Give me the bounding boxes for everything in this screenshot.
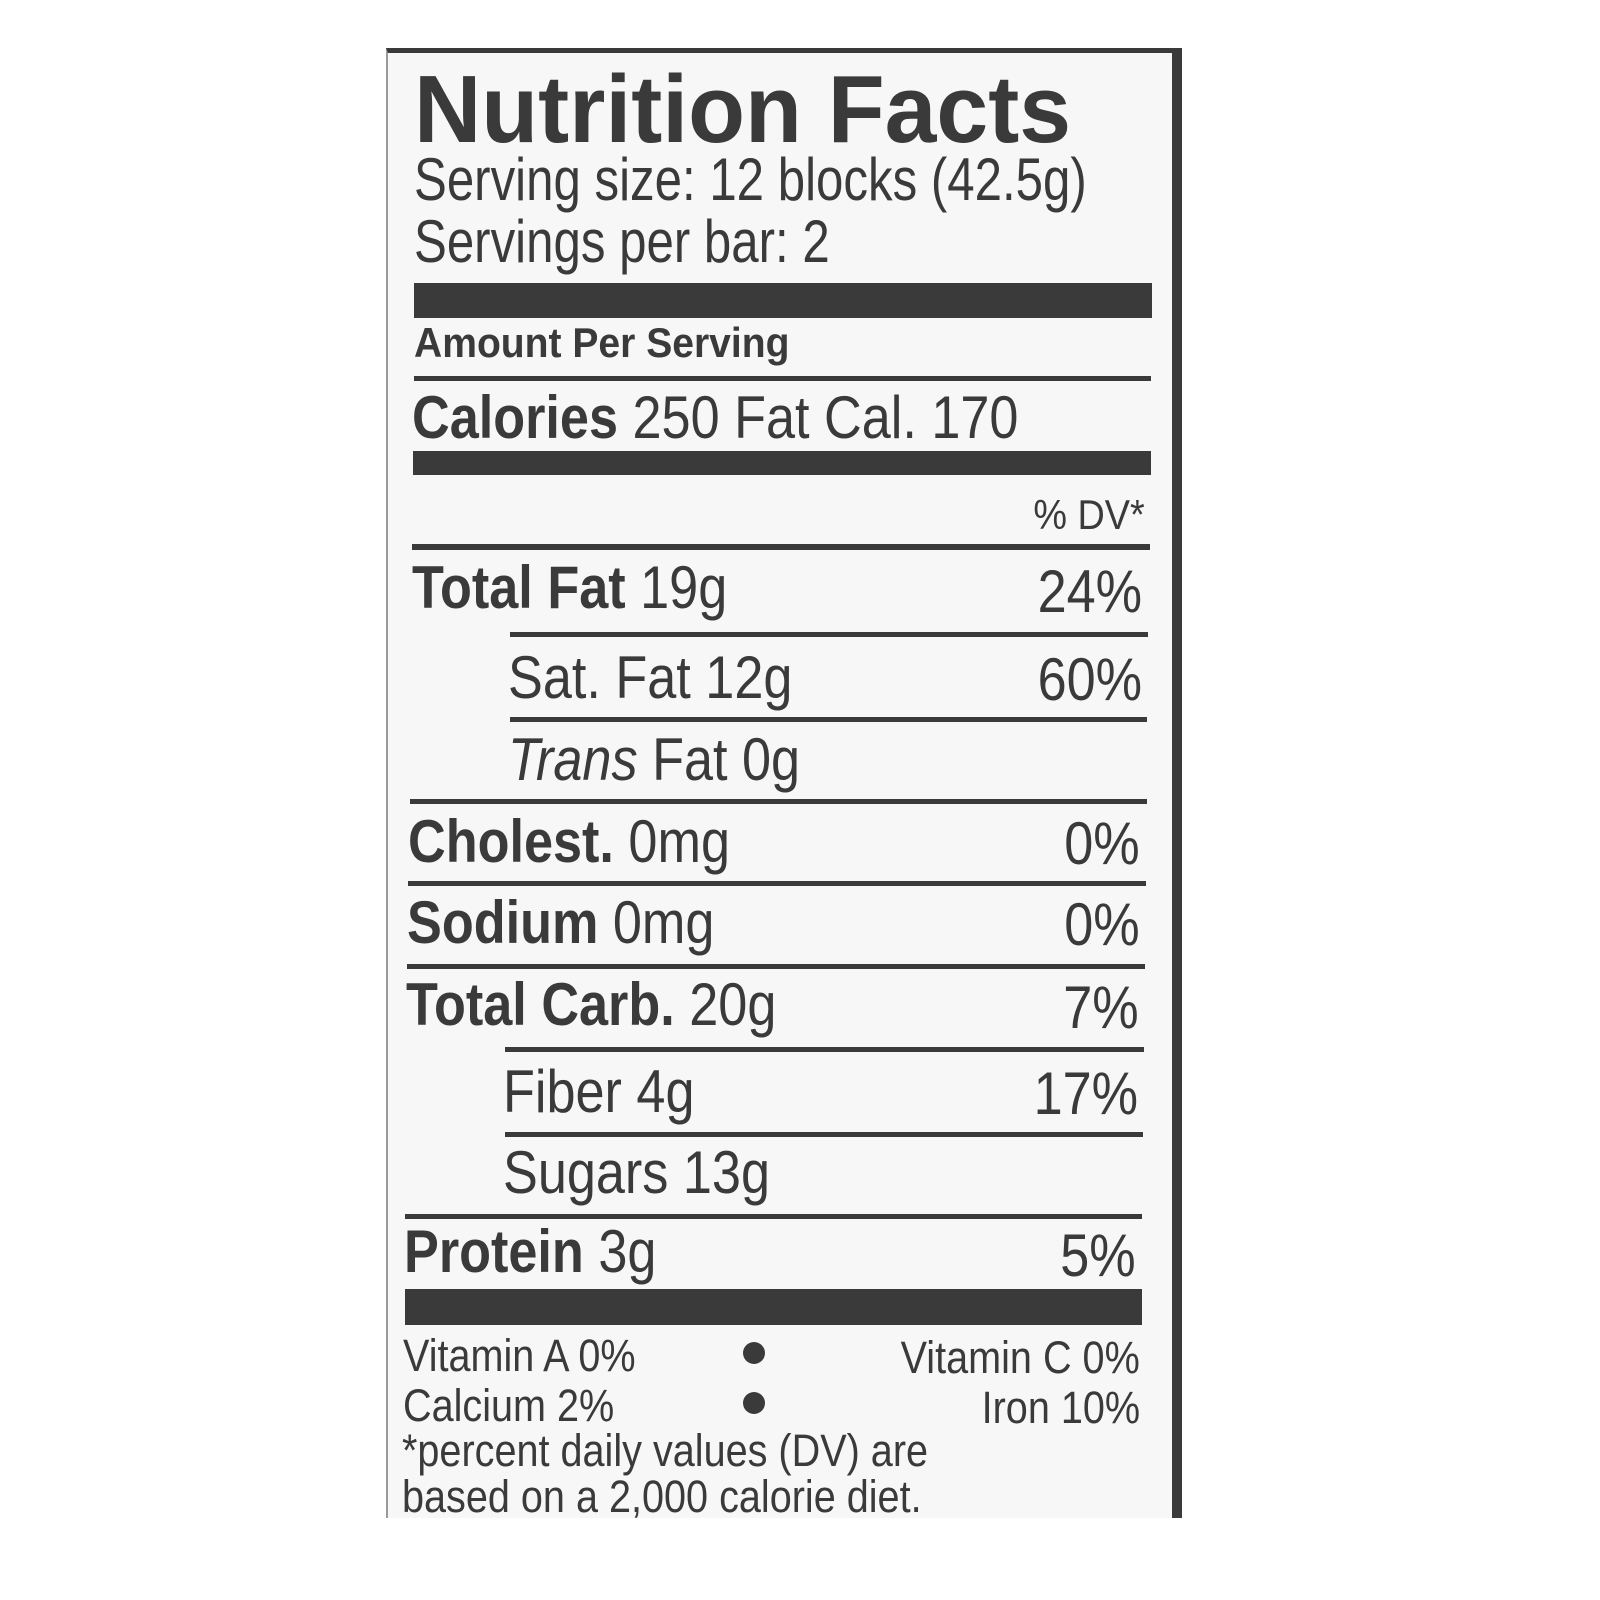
calories-label: Calories xyxy=(412,384,618,451)
divider xyxy=(510,632,1148,637)
nutrient-label: Fiber xyxy=(503,1058,622,1125)
nutrient-label: Sugars xyxy=(503,1139,669,1206)
divider xyxy=(410,799,1147,804)
nutrient-amount: 20g xyxy=(689,971,777,1038)
nutrient-row-total-carb: Total Carb. 20g xyxy=(406,975,776,1035)
nutrient-row-protein: Protein 3g xyxy=(404,1222,656,1282)
nutrient-row-sodium: Sodium 0mg xyxy=(407,893,714,953)
nutrient-dv: 0% xyxy=(1064,810,1140,877)
fat-calories-value: 170 xyxy=(931,384,1019,451)
nutrient-row-trans-fat: Trans Fat 0g xyxy=(508,730,800,790)
footnote-line-2: based on a 2,000 calorie diet. xyxy=(402,1471,922,1522)
calories-value: 250 xyxy=(632,384,720,451)
nutrient-amount: 0mg xyxy=(612,889,715,956)
nutrient-amount: 3g xyxy=(598,1218,657,1285)
divider xyxy=(510,717,1147,722)
nutrient-amount: 13g xyxy=(682,1139,770,1206)
nutrient-label: Cholest. xyxy=(408,808,614,875)
calcium: Calcium 2% xyxy=(403,1380,615,1431)
servings-per-bar: Servings per bar: 2 xyxy=(414,208,830,275)
nutrient-dv: 60% xyxy=(1037,646,1142,713)
iron: Iron 10% xyxy=(981,1382,1140,1433)
dv-header: % DV* xyxy=(1033,491,1145,538)
thick-divider xyxy=(414,283,1152,318)
nutrient-amount: 19g xyxy=(640,554,728,621)
amount-per-serving: Amount Per Serving xyxy=(414,319,790,366)
nutrient-row-total-fat: Total Fat 19g xyxy=(412,558,727,618)
nutrient-label: Trans xyxy=(508,726,638,793)
nutrient-amount: 0mg xyxy=(628,808,730,875)
nutrient-label: Protein xyxy=(404,1218,584,1285)
divider xyxy=(407,964,1145,969)
nutrient-dv: 5% xyxy=(1060,1222,1136,1289)
medium-divider xyxy=(413,451,1151,475)
nutrient-label: Sat. Fat xyxy=(508,644,691,711)
nutrient-row-cholesterol: Cholest. 0mg xyxy=(408,812,730,872)
nutrient-label: Total Fat xyxy=(412,554,626,621)
divider xyxy=(505,1047,1144,1052)
nutrient-amount: Fat 0g xyxy=(652,726,801,793)
vitamin-a: Vitamin A 0% xyxy=(403,1330,636,1381)
nutrient-row-fiber: Fiber 4g xyxy=(503,1062,695,1122)
nutrient-dv: 17% xyxy=(1033,1060,1138,1127)
nutrient-label: Sodium xyxy=(407,889,599,956)
nutrient-row-sugars: Sugars 13g xyxy=(503,1143,770,1203)
nutrient-amount: 12g xyxy=(705,644,793,711)
calories-row: Calories 250 Fat Cal. 170 xyxy=(412,388,1018,448)
bullet-icon xyxy=(743,1342,765,1364)
divider xyxy=(408,881,1146,886)
divider xyxy=(412,544,1150,550)
fat-calories-label: Fat Cal. xyxy=(734,384,917,451)
nutrient-dv: 7% xyxy=(1063,974,1139,1041)
bullet-icon xyxy=(743,1392,765,1414)
vitamin-c: Vitamin C 0% xyxy=(900,1332,1140,1383)
divider xyxy=(405,1214,1142,1219)
title: Nutrition Facts xyxy=(414,56,1072,163)
footnote-line-1: *percent daily values (DV) are xyxy=(402,1425,929,1476)
nutrient-dv: 24% xyxy=(1037,558,1142,625)
nutrient-amount: 4g xyxy=(636,1058,695,1125)
nutrient-dv: 0% xyxy=(1064,891,1140,958)
divider xyxy=(505,1132,1143,1137)
divider xyxy=(414,376,1151,381)
serving-size: Serving size: 12 blocks (42.5g) xyxy=(414,146,1087,213)
nutrient-label: Total Carb. xyxy=(406,971,675,1038)
thick-divider xyxy=(405,1289,1142,1325)
nutrient-row-sat-fat: Sat. Fat 12g xyxy=(508,648,792,708)
